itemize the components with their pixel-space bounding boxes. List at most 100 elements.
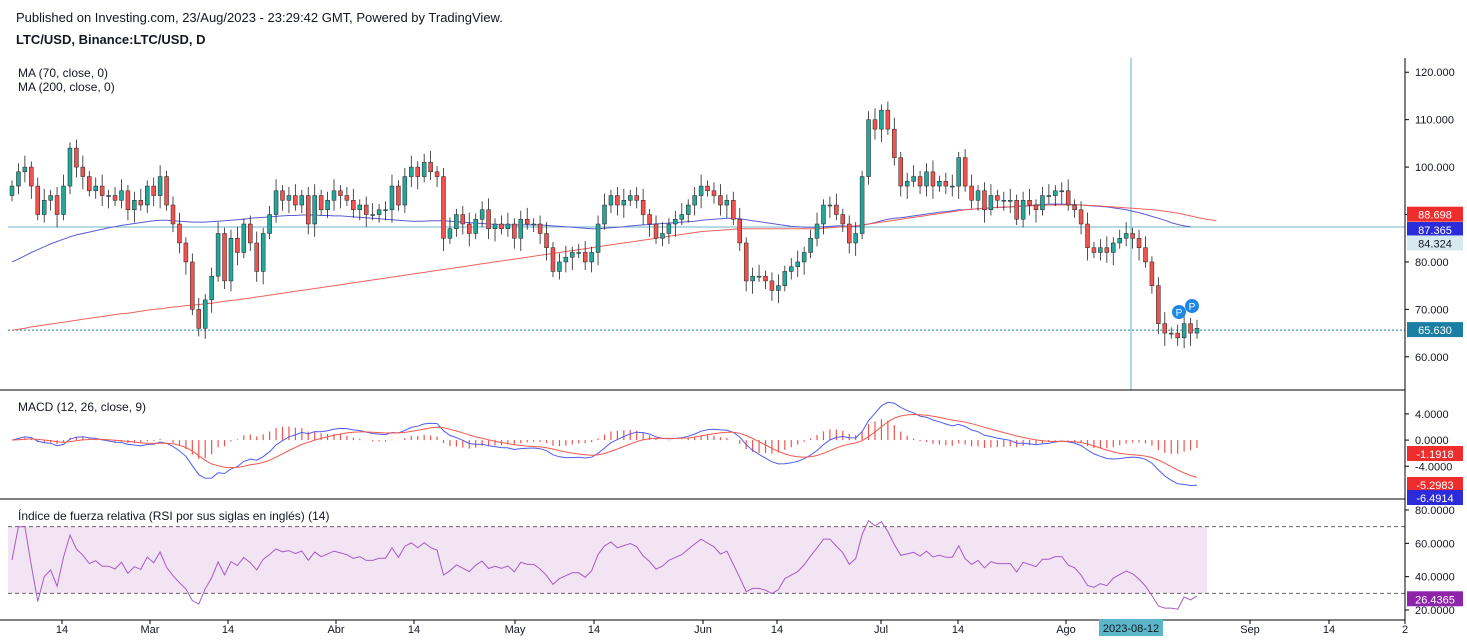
macd-histogram-value-label-bg (1407, 446, 1463, 461)
candle-down (112, 195, 118, 201)
candle-up (312, 195, 317, 225)
candle-down (892, 128, 897, 158)
candle (41, 188, 47, 223)
candle (106, 189, 111, 209)
candle-up (1007, 200, 1013, 202)
candle-up (724, 200, 730, 206)
candle-down (544, 233, 549, 248)
candle-up (1181, 323, 1187, 339)
candle (776, 274, 781, 304)
candle-up (1053, 190, 1058, 196)
candle (821, 199, 826, 235)
candle-down (1085, 223, 1090, 248)
candle (1020, 191, 1026, 228)
candle-up (473, 219, 478, 234)
candle-up (692, 195, 697, 206)
candle (743, 237, 749, 292)
candle-down (338, 190, 343, 196)
candle-up (827, 204, 833, 207)
candle (563, 245, 569, 273)
candle (499, 215, 504, 235)
candle-up (1169, 332, 1174, 335)
candle (634, 187, 639, 209)
candle-down (1065, 190, 1071, 206)
candle-up (531, 223, 536, 226)
candle-up (1123, 233, 1129, 239)
candle-down (982, 190, 987, 211)
time-tick-label: Jun (694, 624, 712, 636)
candle (956, 151, 961, 199)
candle (640, 188, 646, 225)
candle (679, 203, 685, 225)
candle-up (228, 237, 234, 282)
candle (1111, 237, 1116, 266)
candle-up (1117, 237, 1122, 244)
candle-up (1194, 328, 1200, 334)
candle (859, 170, 865, 240)
candle (87, 170, 92, 197)
candle-up (505, 223, 511, 229)
macd-tick-label: 0.0000 (1415, 435, 1449, 447)
candle (157, 165, 163, 209)
candle-down (969, 185, 974, 201)
candle (711, 182, 717, 204)
candle-down (248, 223, 253, 244)
candle (164, 170, 169, 211)
candle-up (22, 166, 28, 173)
signal-line (11, 413, 1198, 478)
candle-down (917, 176, 923, 187)
candle-up (132, 200, 137, 211)
candle-down (306, 195, 311, 225)
candle (660, 222, 665, 247)
candles-layer (9, 101, 1200, 349)
time-tick-label: Jul (874, 624, 888, 636)
candle (621, 188, 627, 218)
candle (454, 208, 459, 237)
candle-up (814, 223, 820, 239)
candle-down (293, 195, 298, 206)
time-tick-label: Sep (1240, 624, 1260, 636)
candle-up (454, 214, 459, 229)
candle (125, 185, 131, 221)
candle-up (331, 190, 337, 201)
candle-down (711, 190, 717, 196)
time-tick-label: Abr (327, 624, 344, 636)
candle (254, 231, 259, 282)
candle-down (87, 176, 92, 192)
candle-up (975, 190, 981, 201)
ma70-legend: MA (70, close, 0) (18, 66, 108, 80)
candle-down (434, 171, 440, 177)
candle (119, 179, 124, 209)
candle-up (595, 223, 601, 253)
candle (344, 187, 350, 206)
crosshair-date-bg (1099, 619, 1163, 636)
macd-histogram-value-label: -1.1918 (1416, 449, 1453, 461)
candle (1136, 229, 1142, 261)
candle-down (99, 185, 105, 196)
candle (628, 189, 633, 206)
candle-up (215, 233, 221, 277)
candle-up (389, 185, 395, 211)
time-tick-label: 14 (771, 624, 783, 636)
candle (789, 258, 794, 280)
candle (293, 184, 298, 211)
candle (286, 187, 292, 214)
candle (750, 267, 755, 294)
candle-up (698, 185, 704, 196)
candle-down (872, 119, 878, 130)
candle-up (1001, 200, 1007, 202)
crosshair-date-label: 2023-08-12 (1103, 623, 1159, 635)
candle-up (801, 252, 807, 263)
candle-down (718, 195, 723, 206)
candle (827, 196, 833, 218)
candle-up (950, 185, 955, 188)
candle (982, 182, 987, 223)
candle (318, 189, 324, 216)
candle-down (196, 309, 202, 329)
candle (409, 155, 414, 188)
symbol-title: LTC/USD, Binance:LTC/USD, D (16, 32, 206, 47)
candle (67, 142, 73, 195)
candle-up (937, 181, 942, 187)
candle (151, 177, 156, 206)
